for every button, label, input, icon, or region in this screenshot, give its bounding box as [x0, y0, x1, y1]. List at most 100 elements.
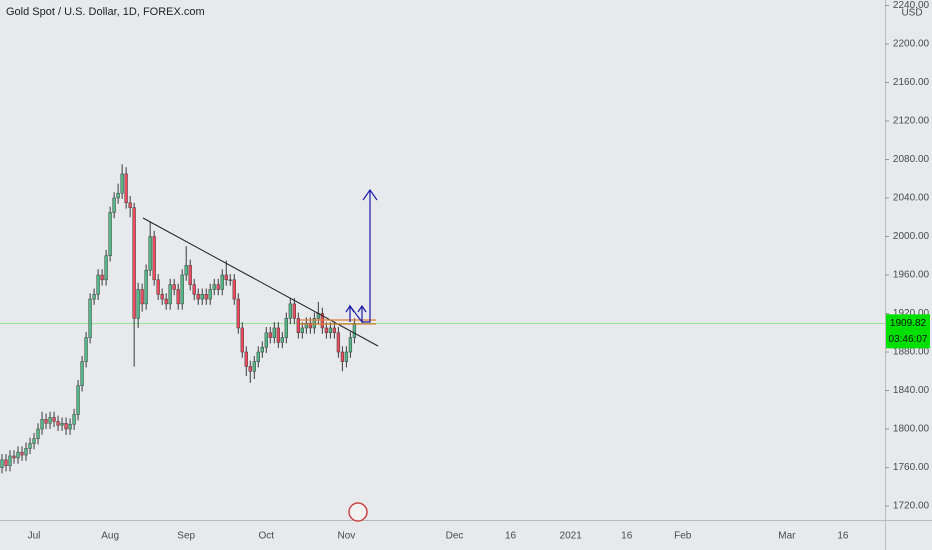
candle-body [112, 197, 116, 213]
candle-body [244, 351, 248, 367]
y-tick-label: 1920.00 [893, 308, 930, 319]
x-tick-label: Aug [101, 531, 119, 542]
candle-body [248, 366, 252, 372]
x-tick-label: 16 [837, 531, 849, 542]
x-tick-label: 16 [505, 531, 517, 542]
candle-body [188, 265, 192, 285]
candle-body [64, 423, 68, 430]
candle-body [160, 294, 164, 300]
candle-body [148, 236, 152, 271]
candle-body [52, 417, 56, 422]
trend-line [142, 217, 379, 347]
candle-body [168, 284, 172, 305]
y-tick-label: 2200.00 [893, 39, 930, 50]
y-tick-label: 1720.00 [893, 501, 930, 512]
x-tick-label: Mar [778, 531, 796, 542]
candle-body [192, 284, 196, 295]
y-tick-label: 2040.00 [893, 193, 930, 204]
candle-body [28, 443, 32, 449]
candles [0, 164, 357, 474]
candle-body [348, 337, 353, 353]
candle-body [180, 274, 184, 305]
candle-body [304, 322, 308, 329]
candle-body [296, 318, 300, 334]
x-tick-label: Oct [259, 531, 275, 542]
countdown-label: 03:46:07 [889, 334, 928, 345]
arrow-head [357, 304, 367, 313]
candle-body [140, 289, 144, 305]
candle-body [172, 284, 176, 290]
candle-body [120, 173, 124, 194]
candle-body [20, 451, 24, 456]
candle-body [216, 284, 220, 290]
candle-body [208, 289, 212, 300]
candle-body [24, 448, 28, 456]
candle-body [4, 459, 8, 466]
candle-body [144, 269, 148, 305]
candle-body [12, 455, 16, 459]
candle-body [164, 298, 168, 305]
candle-body [352, 323, 357, 338]
drawings [142, 188, 379, 522]
candle-body [344, 351, 349, 362]
candle-body [92, 294, 96, 300]
candle-body [56, 421, 60, 426]
y-tick-label: 1880.00 [893, 347, 930, 358]
candle-body [72, 414, 76, 425]
candle-body [276, 327, 280, 343]
candle-body [0, 459, 4, 468]
y-tick-label: 2080.00 [893, 154, 930, 165]
candle-body [272, 327, 276, 338]
candle-body [300, 327, 304, 334]
candle-body [332, 327, 337, 334]
y-tick-label: 1960.00 [893, 270, 930, 281]
candle-body [252, 361, 256, 372]
y-tick-label: 2240.00 [893, 0, 930, 11]
y-tick-label: 2120.00 [893, 116, 930, 127]
candle-body [256, 351, 260, 362]
candle-body [204, 294, 208, 300]
x-tick-label: Sep [177, 531, 195, 542]
candle-body [176, 289, 180, 305]
candle-body [320, 313, 325, 329]
candle-body [124, 173, 128, 204]
arrow-head [345, 304, 355, 313]
candle-body [340, 351, 345, 362]
candle-body [200, 294, 204, 300]
candle-body [44, 419, 48, 424]
y-tick-label: 2000.00 [893, 231, 930, 242]
candle-body [264, 332, 268, 348]
candle-body [280, 337, 284, 343]
x-tick-label: Nov [337, 531, 355, 542]
candle-body [152, 236, 156, 281]
candle-body [196, 294, 200, 300]
candle-body [308, 322, 313, 329]
candle-body [36, 428, 40, 439]
y-tick-label: 1800.00 [893, 424, 930, 435]
candle-body [228, 279, 232, 281]
candle-body [96, 274, 100, 295]
watermark-logo [348, 502, 368, 522]
candle-body [104, 255, 108, 281]
candle-body [76, 385, 80, 415]
projection-path [362, 190, 371, 323]
currency-bg [890, 0, 932, 20]
x-tick-label: 16 [621, 531, 633, 542]
chart-title: Gold Spot / U.S. Dollar, 1D, FOREX.com [6, 6, 205, 18]
candle-body [32, 438, 36, 444]
candle-body [312, 318, 317, 329]
last-price-label: 1909.82 [890, 318, 927, 329]
candle-body [136, 289, 140, 319]
candle-body [324, 327, 329, 334]
candle-body [68, 423, 72, 430]
y-tick-label: 2160.00 [893, 77, 930, 88]
candle-body [212, 284, 216, 290]
candle-body [220, 274, 224, 290]
y-tick-label: 1840.00 [893, 385, 930, 396]
x-tick-label: Jul [28, 531, 41, 542]
candle-body [80, 361, 84, 386]
candle-body [60, 423, 64, 426]
y-tick-label: 1760.00 [893, 462, 930, 473]
candle-body [128, 202, 132, 208]
